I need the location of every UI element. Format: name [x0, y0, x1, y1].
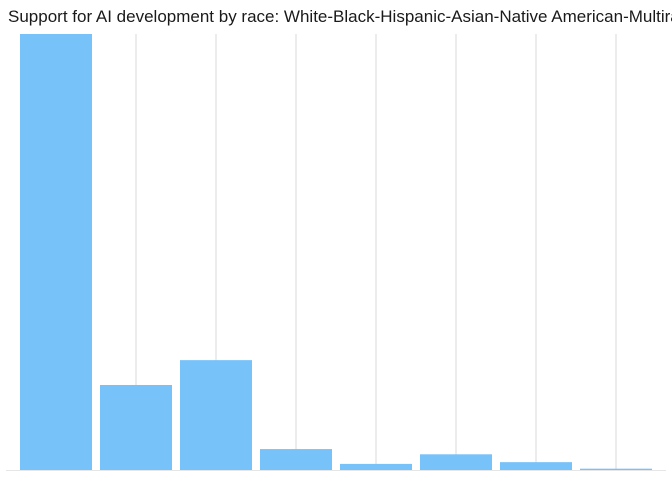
bar — [20, 34, 92, 470]
bar — [180, 360, 252, 470]
bar — [500, 462, 572, 470]
bar — [580, 468, 652, 470]
bar — [100, 384, 172, 470]
bar — [260, 449, 332, 470]
bar — [340, 463, 412, 470]
bar — [420, 454, 492, 470]
bars — [20, 34, 652, 470]
chart-title: Support for AI development by race: Whit… — [8, 7, 672, 26]
